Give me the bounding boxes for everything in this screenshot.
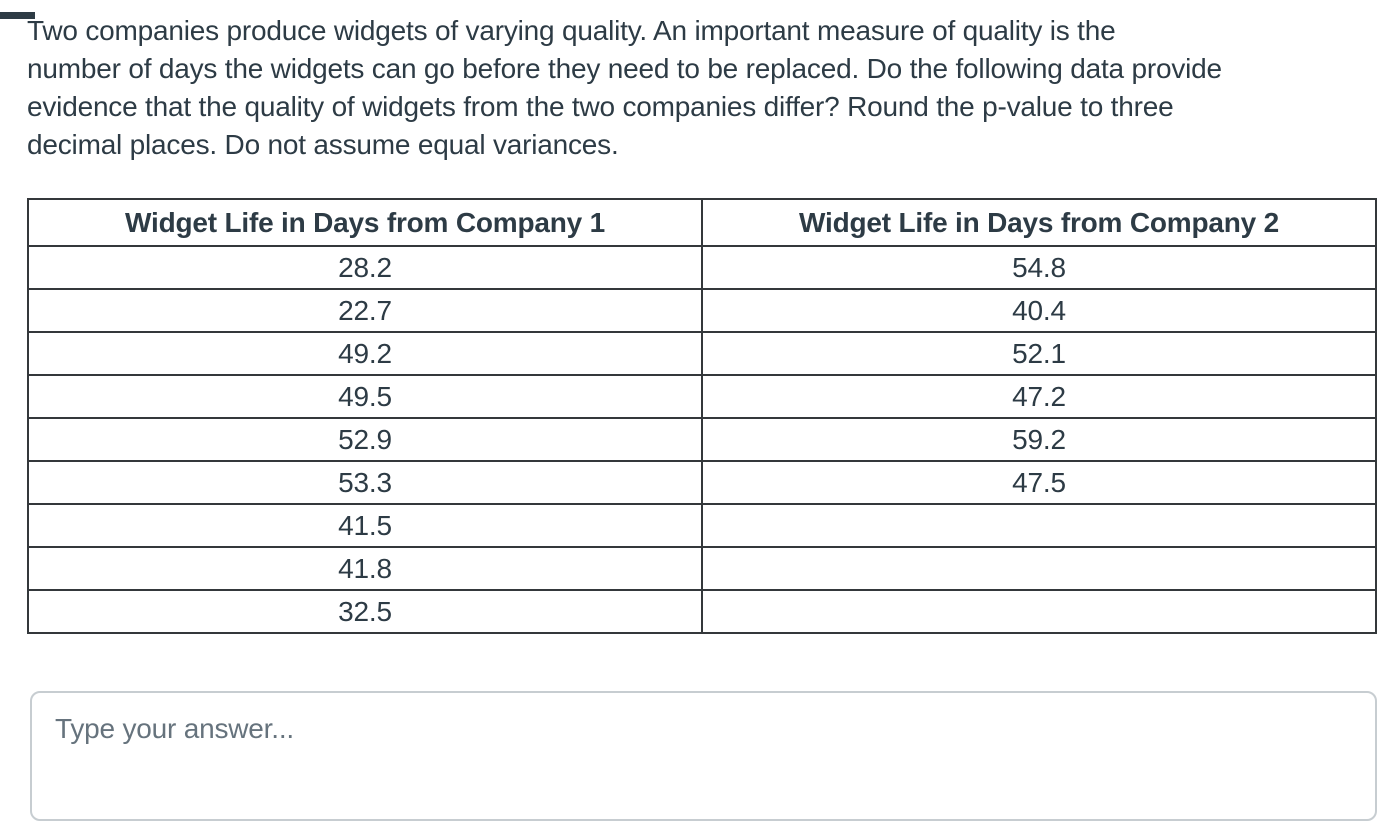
table-header-company-2: Widget Life in Days from Company 2 [701, 198, 1377, 247]
table-cell: 41.8 [27, 546, 703, 591]
table-cell: 53.3 [27, 460, 703, 505]
table-cell: 59.2 [701, 417, 1377, 462]
question-line: number of days the widgets can go before… [27, 53, 1222, 84]
table-cell: 49.2 [27, 331, 703, 376]
table-cell: 52.1 [701, 331, 1377, 376]
table-row: 52.9 59.2 [27, 417, 1377, 462]
table-row: 53.3 47.5 [27, 460, 1377, 505]
table-cell: 47.2 [701, 374, 1377, 419]
table-cell: 54.8 [701, 245, 1377, 290]
table-cell: 22.7 [27, 288, 703, 333]
table-cell: 52.9 [27, 417, 703, 462]
answer-input[interactable] [30, 691, 1377, 821]
table-header-row: Widget Life in Days from Company 1 Widge… [27, 198, 1377, 247]
corner-accent-bar [0, 12, 35, 19]
table-cell: 47.5 [701, 460, 1377, 505]
table-row: 41.8 [27, 546, 1377, 591]
table-header-company-1: Widget Life in Days from Company 1 [27, 198, 703, 247]
table-cell: 32.5 [27, 589, 703, 634]
table-cell: 49.5 [27, 374, 703, 419]
table-row: 41.5 [27, 503, 1377, 548]
table-cell [701, 503, 1377, 548]
question-line: Two companies produce widgets of varying… [27, 15, 1116, 46]
answer-area [30, 691, 1392, 821]
table-cell: 41.5 [27, 503, 703, 548]
table-row: 22.7 40.4 [27, 288, 1377, 333]
table-row: 32.5 [27, 589, 1377, 634]
table-cell [701, 589, 1377, 634]
table-cell: 28.2 [27, 245, 703, 290]
question-line: decimal places. Do not assume equal vari… [27, 129, 619, 160]
table-cell [701, 546, 1377, 591]
table-row: 28.2 54.8 [27, 245, 1377, 290]
table-row: 49.5 47.2 [27, 374, 1377, 419]
table-row: 49.2 52.1 [27, 331, 1377, 376]
question-text: Two companies produce widgets of varying… [27, 12, 1378, 164]
table-cell: 40.4 [701, 288, 1377, 333]
question-line: evidence that the quality of widgets fro… [27, 91, 1174, 122]
widget-life-table: Widget Life in Days from Company 1 Widge… [27, 198, 1377, 634]
